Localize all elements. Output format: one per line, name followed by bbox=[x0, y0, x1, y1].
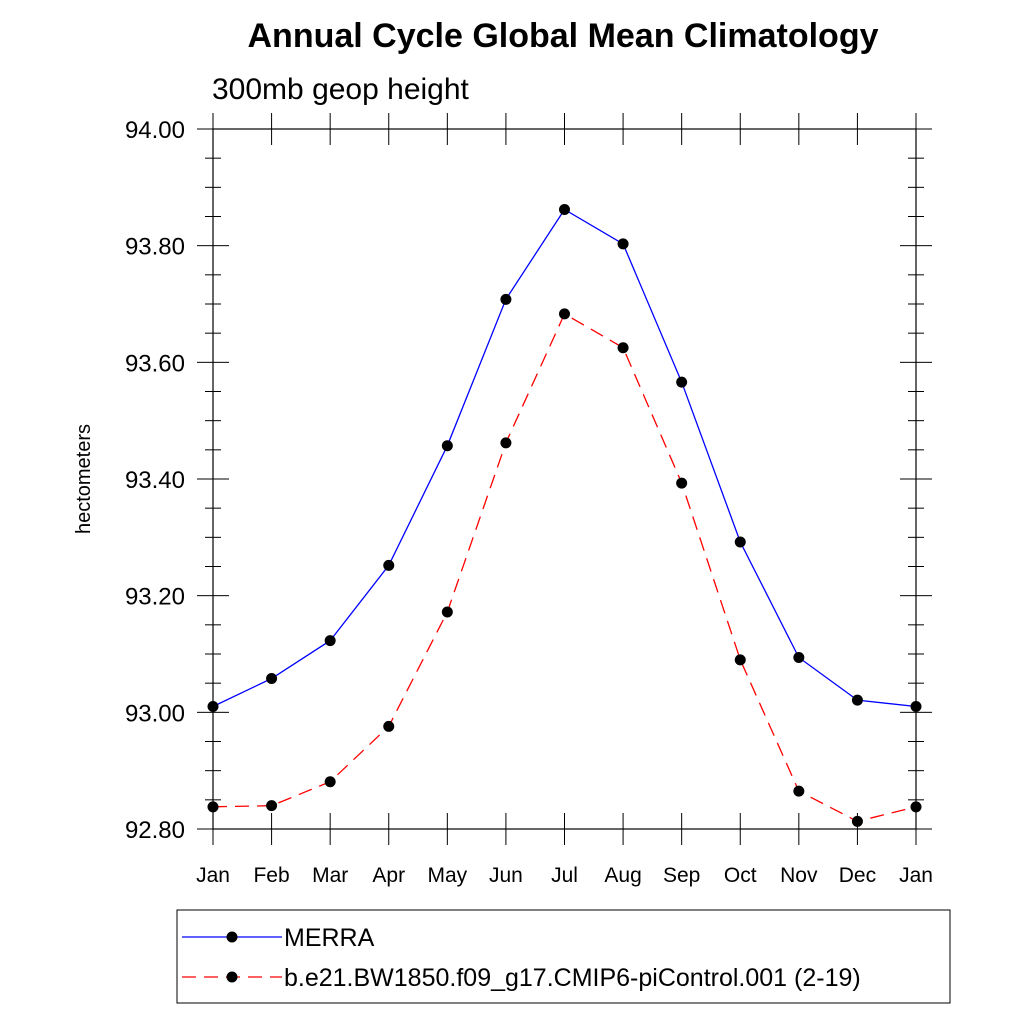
y-tick-label: 93.80 bbox=[125, 234, 185, 261]
data-point bbox=[617, 238, 629, 250]
series-layer bbox=[207, 204, 922, 827]
data-point bbox=[559, 308, 570, 320]
data-point bbox=[383, 720, 395, 732]
data-point bbox=[851, 694, 863, 706]
data-point bbox=[559, 204, 570, 215]
x-tick-label: Jan bbox=[899, 864, 933, 887]
x-tick-label: May bbox=[427, 864, 467, 887]
legend: MERRA b.e21.BW1850.f09_g17.CMIP6-piContro… bbox=[176, 909, 951, 1004]
x-tick-label: Jul bbox=[551, 864, 578, 887]
data-point bbox=[793, 652, 805, 663]
legend-label: MERRA bbox=[284, 924, 375, 952]
data-point bbox=[500, 437, 512, 449]
x-tick-label: Dec bbox=[839, 864, 876, 887]
series-line bbox=[212, 312, 917, 823]
data-point bbox=[383, 559, 395, 571]
x-tick-label: Aug bbox=[604, 864, 641, 887]
series-1 bbox=[207, 204, 922, 712]
x-tick-label: Nov bbox=[780, 864, 818, 887]
y-tick-label: 93.20 bbox=[125, 584, 185, 611]
data-point bbox=[207, 701, 219, 712]
data-point bbox=[500, 293, 512, 305]
data-point bbox=[441, 606, 453, 618]
x-tick-labels: Jan Feb Mar Apr May Jun Jul Aug Sep Oct Nov Dec Jan bbox=[196, 864, 933, 887]
axis-ticks bbox=[197, 113, 932, 845]
data-point bbox=[207, 801, 219, 813]
x-tick-label: Jan bbox=[196, 864, 230, 887]
series-line bbox=[212, 208, 917, 708]
series-2 bbox=[207, 308, 922, 827]
data-point bbox=[676, 477, 688, 489]
data-point bbox=[324, 776, 336, 788]
data-point bbox=[734, 654, 746, 666]
data-point bbox=[734, 536, 746, 548]
x-tick-label: Mar bbox=[312, 864, 348, 887]
legend-item: MERRA bbox=[182, 924, 375, 952]
chart-title: Annual Cycle Global Mean Climatology bbox=[248, 17, 879, 55]
legend-items: MERRA b.e21.BW1850.f09_g17.CMIP6-piContro… bbox=[182, 924, 861, 992]
x-tick-label: Feb bbox=[253, 864, 289, 887]
data-point bbox=[676, 376, 688, 388]
legend-marker bbox=[226, 931, 238, 943]
data-point bbox=[910, 701, 922, 712]
legend-item: b.e21.BW1850.f09_g17.CMIP6-piControl.001… bbox=[182, 964, 861, 992]
data-point bbox=[441, 440, 453, 452]
x-tick-label: Sep bbox=[663, 864, 700, 887]
plot-frame bbox=[212, 128, 917, 830]
y-tick-label: 92.80 bbox=[125, 817, 185, 844]
data-point bbox=[793, 785, 805, 797]
data-point bbox=[617, 342, 629, 354]
x-tick-label: Oct bbox=[724, 864, 757, 887]
y-axis-label: hectometers bbox=[73, 424, 95, 534]
legend-box bbox=[176, 909, 951, 1004]
data-point bbox=[910, 801, 922, 813]
y-tick-label: 93.40 bbox=[125, 467, 185, 494]
data-point bbox=[851, 815, 863, 827]
y-tick-label: 94.00 bbox=[125, 117, 185, 144]
data-point bbox=[266, 800, 278, 812]
x-tick-label: Jun bbox=[489, 864, 523, 887]
legend-marker bbox=[226, 971, 238, 983]
data-point bbox=[266, 673, 278, 684]
y-tick-labels: 92.80 93.00 93.20 93.40 93.60 93.80 94.00 bbox=[125, 117, 185, 844]
x-tick-label: Apr bbox=[372, 864, 405, 887]
chart-subtitle: 300mb geop height bbox=[212, 73, 470, 106]
legend-label: b.e21.BW1850.f09_g17.CMIP6-piControl.001… bbox=[284, 964, 861, 992]
y-tick-label: 93.60 bbox=[125, 350, 185, 377]
y-tick-label: 93.00 bbox=[125, 700, 185, 727]
data-point bbox=[324, 635, 336, 647]
